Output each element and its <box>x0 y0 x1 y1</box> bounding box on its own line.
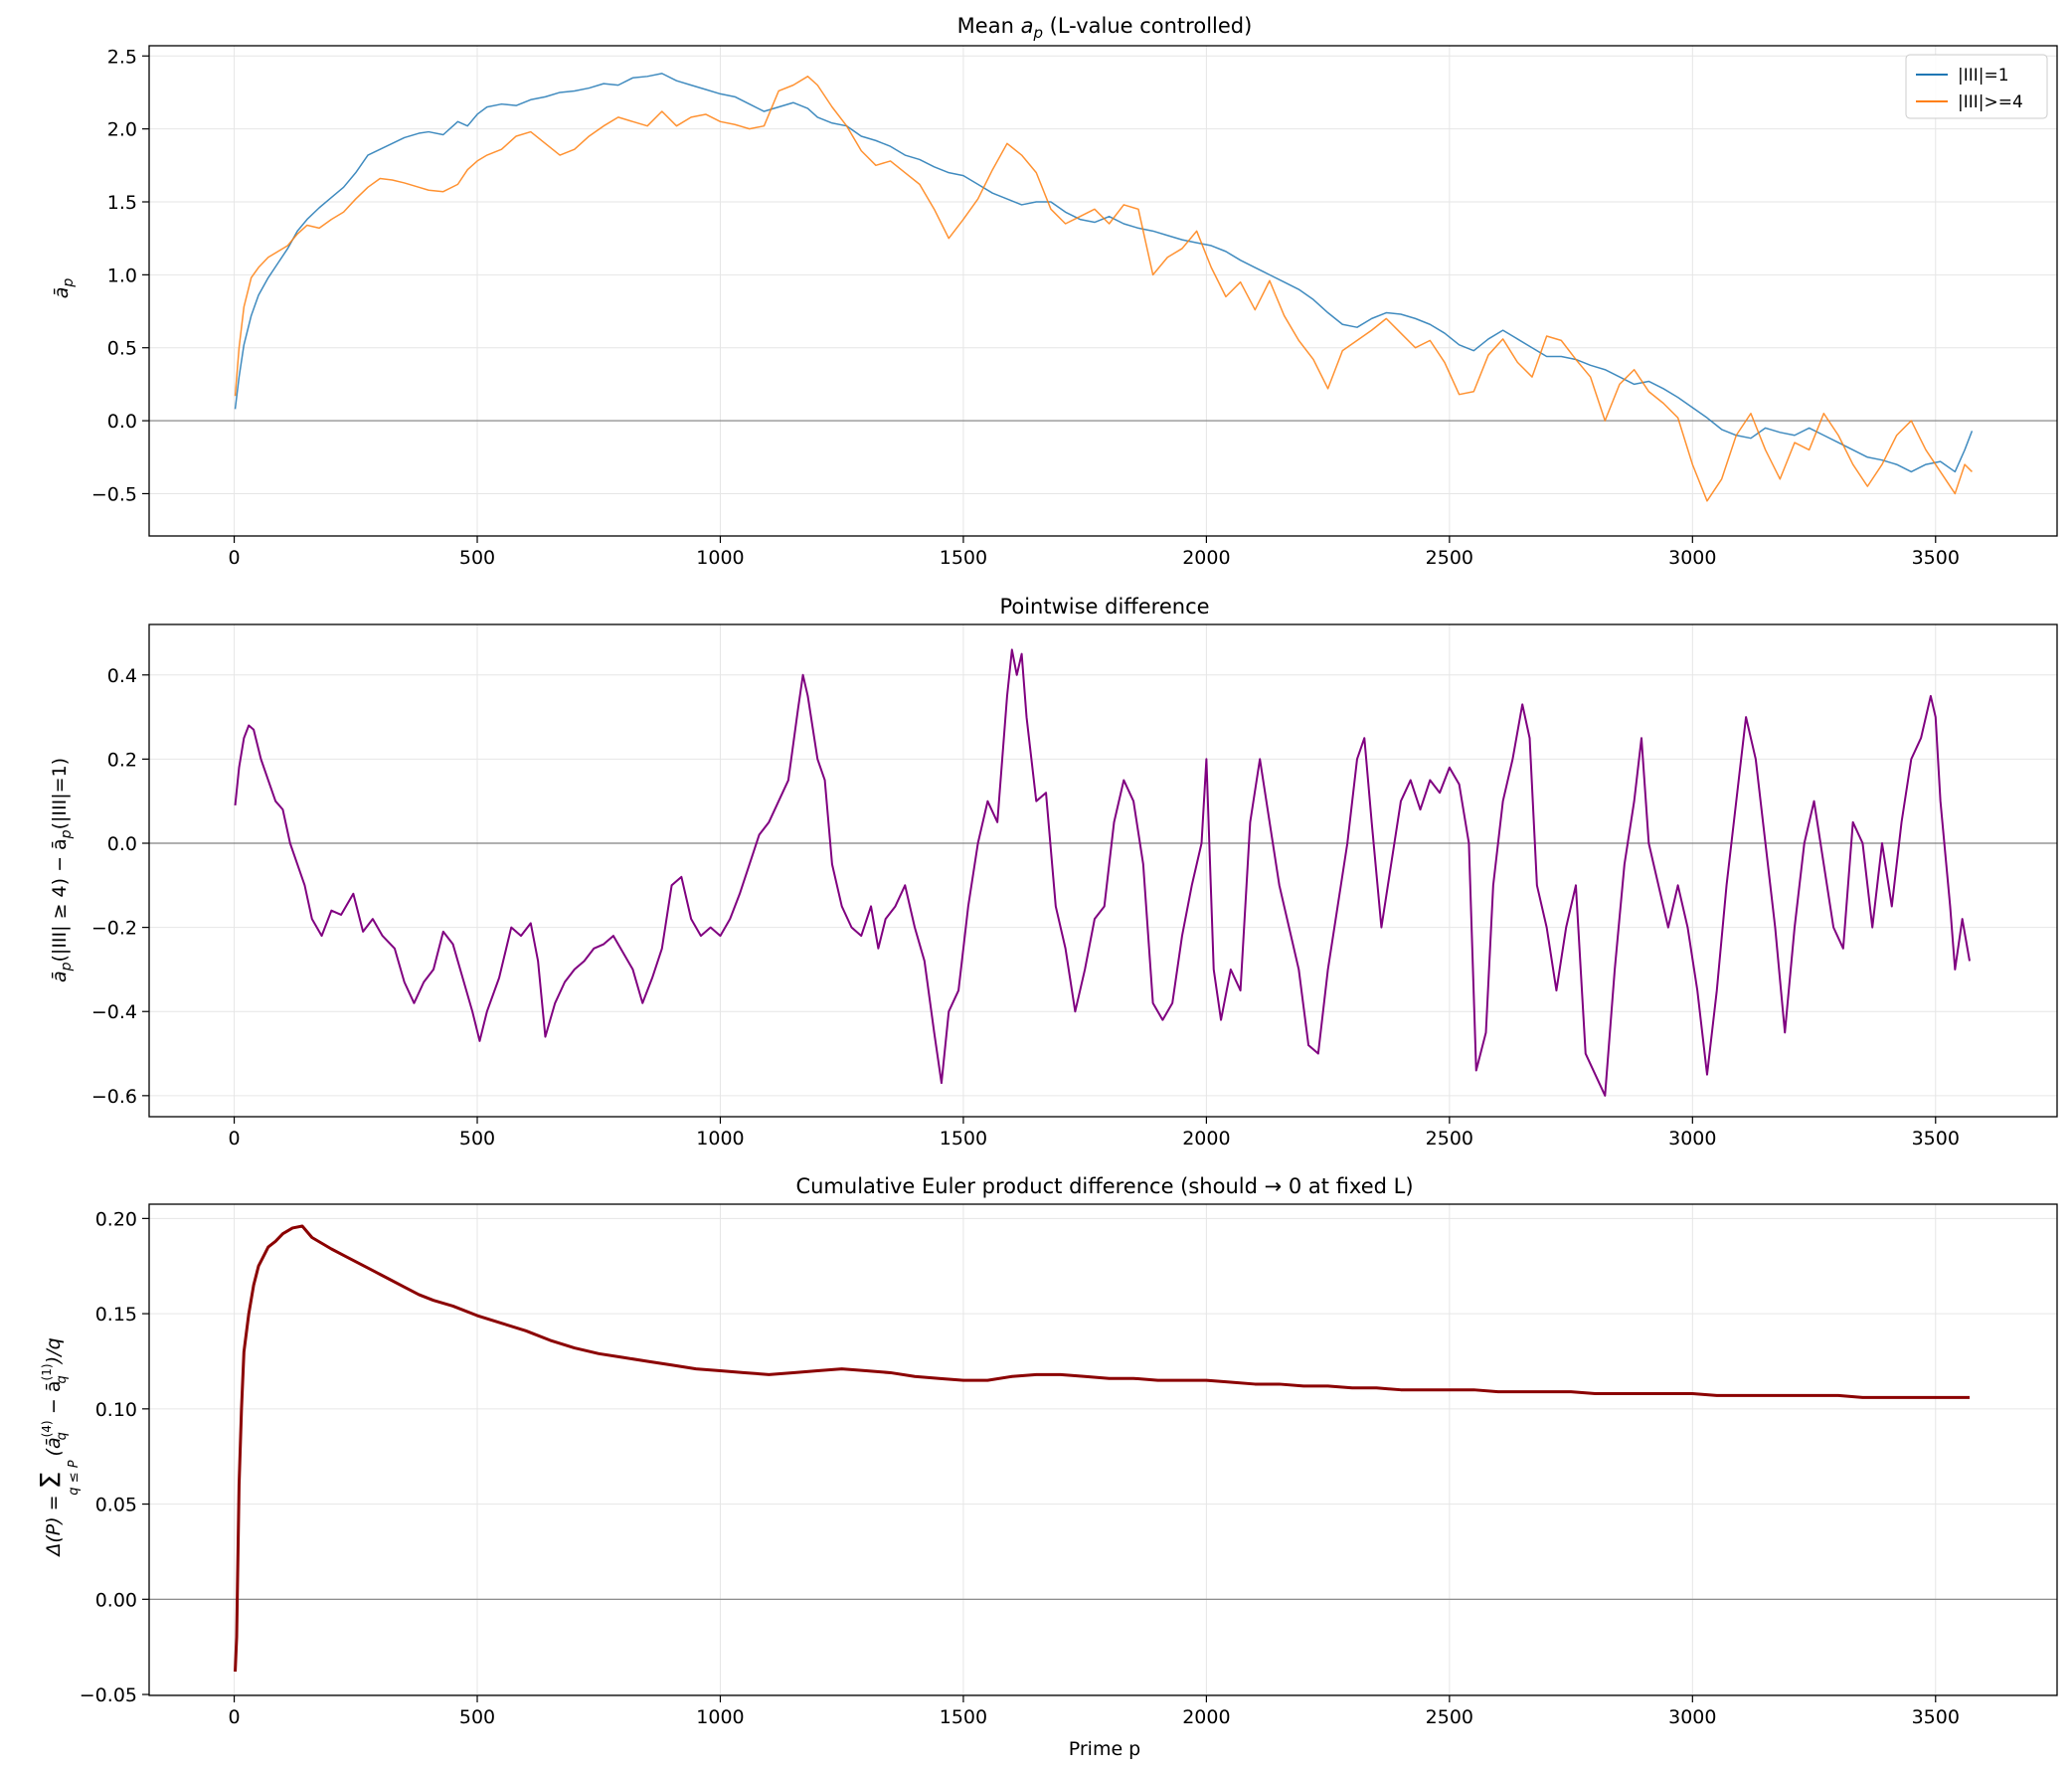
x-tick-label: 3000 <box>1668 1128 1716 1150</box>
ylabel-subscript: p <box>59 962 75 972</box>
ylabel-part: ā <box>49 971 71 982</box>
series-line-0 <box>234 1224 1970 1673</box>
x-tick-label: 1000 <box>696 547 744 569</box>
y-axis-label-mean: āp <box>51 278 77 299</box>
x-tick-label: 2500 <box>1426 547 1473 569</box>
x-tick-label: 2000 <box>1182 547 1230 569</box>
x-tick-label: 1500 <box>940 1706 987 1728</box>
y-tick-label: −0.05 <box>80 1684 137 1706</box>
y-tick-label: 0.2 <box>107 749 137 771</box>
ylabel-part: (|III|=1) <box>49 758 71 829</box>
ylabel-part: (|III| ≥ 4) − ā <box>49 838 71 962</box>
panel-cumulative-euler: Cumulative Euler product difference (sho… <box>34 1174 2058 1760</box>
y-tick-label: 0.0 <box>107 833 137 855</box>
y-tick-label: 0.5 <box>107 338 137 360</box>
title-subscript: p <box>1032 24 1043 42</box>
x-tick-label: 1500 <box>940 1128 987 1150</box>
y-tick-label: 0.4 <box>107 665 137 687</box>
svg-text:āp(|III| ≥ 4) − āp(|III|=1): āp(|III| ≥ 4) − āp(|III|=1) <box>49 758 75 982</box>
y-tick-label: 0.20 <box>95 1208 137 1230</box>
x-tick-label: 500 <box>459 1706 495 1728</box>
y-tick-label: −0.6 <box>91 1086 137 1108</box>
x-tick-label: 3000 <box>1668 547 1716 569</box>
y-tick-label: 0.00 <box>95 1589 137 1611</box>
ylabel-sum-symbol: Σ <box>34 1472 67 1490</box>
y-tick-label: 1.0 <box>107 265 137 286</box>
y-tick-label: 0.15 <box>95 1304 137 1326</box>
y-tick-label: −0.2 <box>91 918 137 940</box>
x-tick-label: 500 <box>459 1128 495 1150</box>
ylabel-part: Δ(P) = <box>43 1489 65 1557</box>
panel-mean-ap: Mean ap (L-value controlled) āp 0 500 1000… <box>51 14 2058 569</box>
series-line--iii-1 <box>234 73 1974 473</box>
ylabel-subscript: p <box>59 829 75 839</box>
panel-title-cumulative: Cumulative Euler product difference (sho… <box>795 1174 1413 1198</box>
title-tail-part: (L-value controlled) <box>1043 14 1252 38</box>
ylabel-part: )/q <box>43 1337 65 1365</box>
y-tick-label: 0.05 <box>95 1495 137 1516</box>
series-line-0 <box>234 648 1971 1097</box>
ylabel-main: ā <box>51 287 73 299</box>
x-tick-label: 1500 <box>940 547 987 569</box>
legend: |III|=1 |III|>=4 <box>1905 54 2048 119</box>
y-tick-label: 2.0 <box>107 119 137 141</box>
y-tick-label: 0.0 <box>107 411 137 433</box>
plot-frame <box>148 45 2058 537</box>
x-tick-label: 3500 <box>1912 547 1960 569</box>
x-tick-label: 2000 <box>1182 1128 1230 1150</box>
x-tick-label: 0 <box>229 547 241 569</box>
x-tick-label: 0 <box>229 1706 241 1728</box>
ylabel-sum-range: q ≤ P <box>67 1460 82 1495</box>
y-tick-label: 1.5 <box>107 192 137 214</box>
plot-frame <box>148 623 2058 1118</box>
panel-title-pointwise: Pointwise difference <box>999 595 1209 619</box>
panel-title-mean: Mean ap (L-value controlled) <box>957 14 1253 42</box>
ylabel-superscript: (1) <box>40 1363 54 1380</box>
x-tick-label: 1000 <box>696 1128 744 1150</box>
x-tick-label: 2500 <box>1426 1706 1473 1728</box>
legend-entry-label: |III|>=4 <box>1958 92 2023 112</box>
panel-pointwise-difference: Pointwise difference āp(|III| ≥ 4) − āp(… <box>49 595 2058 1150</box>
y-tick-label: 2.5 <box>107 46 137 68</box>
plot-frame <box>148 1203 2058 1696</box>
svg-text:āp: āp <box>51 278 77 299</box>
grid <box>149 1204 2057 1695</box>
y-tick-label: −0.5 <box>91 483 137 505</box>
x-tick-label: 3500 <box>1912 1128 1960 1150</box>
ylabel-subscript: q <box>55 1432 70 1440</box>
ylabel-subscript: p <box>61 278 77 288</box>
x-tick-label: 2000 <box>1182 1706 1230 1728</box>
x-tick-label: 1000 <box>696 1706 744 1728</box>
series-line--iii-4 <box>234 76 1973 502</box>
ylabel-superscript: (4) <box>40 1420 54 1437</box>
y-tick-label: −0.4 <box>91 1001 137 1023</box>
legend-entry-label: |III|=1 <box>1958 66 2009 86</box>
x-tick-label: 0 <box>229 1128 241 1150</box>
ylabel-subscript: q <box>55 1375 70 1383</box>
x-tick-label: 3500 <box>1912 1706 1960 1728</box>
y-axis-label-pointwise: āp(|III| ≥ 4) − āp(|III|=1) <box>49 758 75 982</box>
x-tick-label: 3000 <box>1668 1706 1716 1728</box>
ylabel-part: − ā <box>43 1380 65 1420</box>
title-math-part: a <box>1021 14 1034 38</box>
y-axis-label-cumulative: Δ(P) = Σq ≤ P(ā(4)q − ā(1)q)/q <box>34 1337 82 1557</box>
x-axis-label-prime: Prime p <box>1069 1738 1141 1760</box>
x-tick-label: 2500 <box>1426 1128 1473 1150</box>
ylabel-part: (ā <box>43 1437 65 1456</box>
x-tick-label: 500 <box>459 547 495 569</box>
title-text-part: Mean <box>957 14 1021 38</box>
y-tick-label: 0.10 <box>95 1399 137 1421</box>
svg-text:Δ(P) = Σq ≤ P(ā(4)q − ā(1)q)/q: Δ(P) = Σq ≤ P(ā(4)q − ā(1)q)/q <box>34 1337 82 1557</box>
